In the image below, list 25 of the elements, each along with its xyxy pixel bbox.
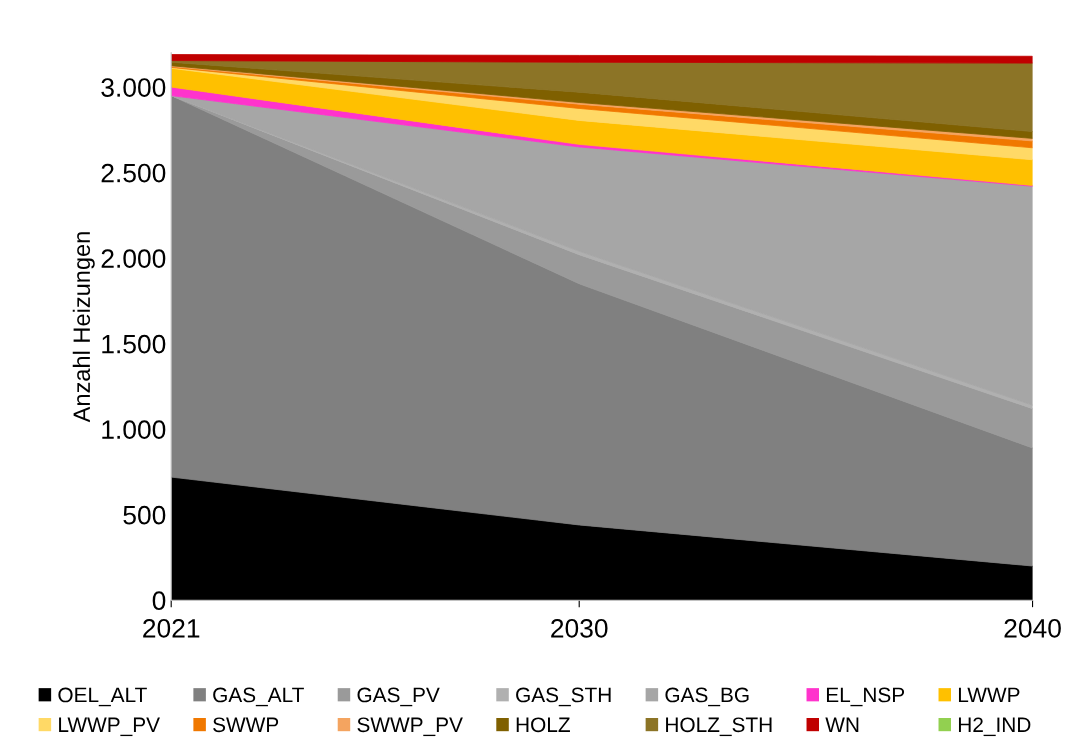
legend-label: SWWP (213, 717, 279, 733)
x-tick-label: 2040 (1004, 618, 1061, 638)
legend-label: LWWP_PV (59, 717, 160, 737)
y-axis-title: Anzahl Heizungen (72, 232, 95, 423)
x-tick-label: 2021 (143, 618, 200, 638)
legend-label: GAS_BG (665, 687, 749, 707)
legend-label: H2_IND (958, 717, 1031, 737)
legend-label: LWWP (958, 687, 1020, 703)
x-tick-label: 2030 (551, 618, 608, 638)
y-tick-label: 2.000 (101, 249, 166, 268)
y-tick-label: 1.000 (102, 420, 166, 439)
legend-label: OEL_ALT (58, 687, 147, 707)
y-tick-label: 500 (123, 505, 166, 525)
legend-label: GAS_STH (516, 687, 611, 707)
y-tick-label: 0 (152, 591, 166, 611)
y-tick-label: 3.000 (101, 78, 166, 97)
legend-label: GAS_PV (357, 687, 440, 707)
legend-label: WN (825, 717, 859, 732)
legend-label: HOLZ_STH (666, 717, 772, 737)
y-tick-label: 1.500 (102, 334, 166, 354)
legend-label: SWWP_PV (357, 717, 463, 737)
legend-label: HOLZ (516, 717, 570, 733)
legend-label: EL_NSP (826, 687, 905, 707)
y-tick-label: 2.500 (101, 163, 166, 183)
legend-label: GAS_ALT (213, 687, 304, 707)
